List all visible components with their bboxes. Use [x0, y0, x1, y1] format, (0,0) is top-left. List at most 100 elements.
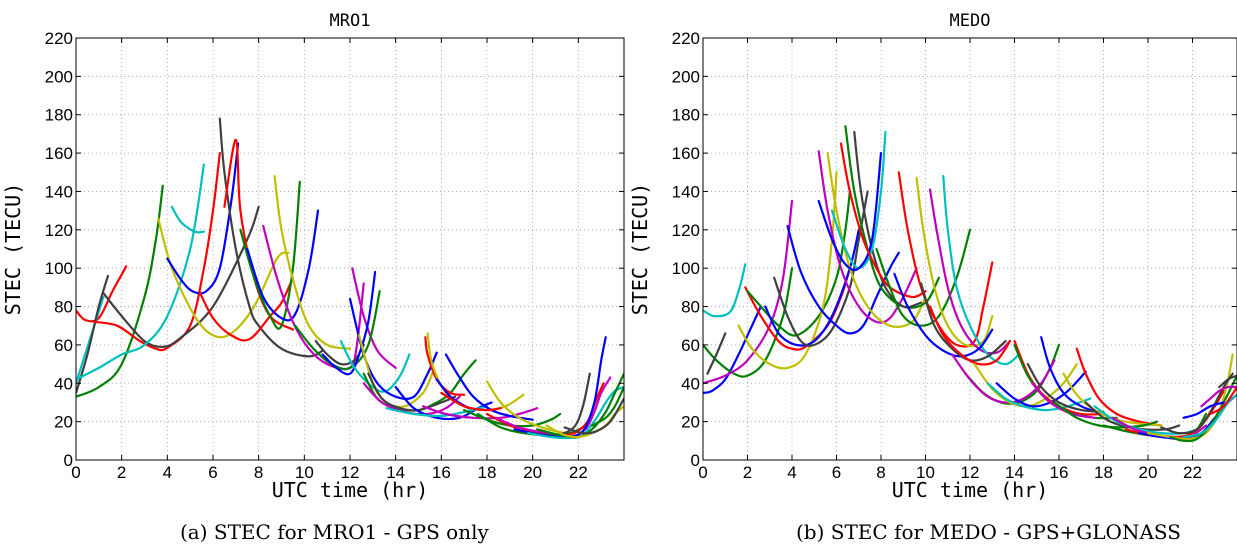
series-line-22 [942, 175, 1021, 366]
y-tick-label: 220 [45, 29, 73, 48]
series-line-32 [444, 353, 534, 421]
series-line-17 [839, 142, 927, 299]
y-axis-label: STEC (TECU) [628, 183, 652, 315]
y-tick-label: 140 [672, 182, 700, 201]
x-tick-label: 16 [432, 463, 451, 482]
x-tick-label: 22 [569, 463, 588, 482]
series-line-11 [198, 276, 294, 342]
y-tick-label: 40 [681, 374, 700, 393]
grid [703, 38, 1237, 460]
x-tick-label: 0 [71, 463, 80, 482]
y-tick-label: 60 [681, 336, 700, 355]
series-line-14 [246, 209, 320, 322]
y-tick-label: 220 [672, 29, 700, 48]
y-axis-label: STEC (TECU) [1, 183, 25, 315]
series-line-31 [422, 405, 539, 420]
y-tick-label: 120 [45, 221, 73, 240]
series-line-27 [951, 353, 1056, 404]
series-line-20 [915, 176, 994, 348]
series-line-25 [367, 372, 457, 412]
y-tick-label: 180 [45, 106, 73, 125]
caption-b: (b) STEC for MEDO - GPS+GLONASS [796, 520, 1181, 544]
x-tick-label: 14 [1005, 463, 1024, 482]
series-line-46 [590, 386, 624, 427]
x-tick-label: 2 [743, 463, 752, 482]
plot-area [76, 38, 624, 460]
y-tick-label: 40 [54, 374, 73, 393]
series-line-9 [166, 142, 240, 295]
x-tick-label: 6 [832, 463, 841, 482]
x-tick-label: 20 [523, 463, 542, 482]
series-line-18 [294, 290, 381, 371]
x-tick-label: 4 [163, 463, 172, 482]
series-line-9 [773, 190, 869, 347]
series-line-35 [1031, 382, 1096, 419]
series-line-49 [1200, 385, 1237, 408]
series-group [76, 117, 624, 440]
series-line-4 [93, 152, 221, 352]
series-line-7 [157, 217, 290, 339]
y-tick-label: 200 [672, 67, 700, 86]
series-line-30 [385, 405, 489, 418]
series-line-0 [703, 263, 747, 318]
y-tick-label: 0 [64, 451, 73, 470]
chart-a: 0 2 4 6 8 10 12 14 16 18 20 22020406080100120140160… [1, 11, 625, 502]
y-tick-label: 100 [672, 259, 700, 278]
series-line-29 [995, 370, 1087, 408]
x-tick-label: 12 [341, 463, 360, 482]
chart-b: 0 2 4 6 8 10 12 14 16 18 20 22020406080100120140160… [628, 11, 1237, 502]
series-line-19 [897, 171, 994, 348]
series-line-51 [1182, 401, 1225, 419]
series-line-6 [746, 190, 851, 337]
x-tick-label: 0 [698, 463, 707, 482]
x-tick-label: 18 [478, 463, 497, 482]
x-tick-label: 2 [117, 463, 126, 482]
series-line-1 [76, 295, 105, 385]
series-line-21 [339, 340, 411, 393]
x-axis-label: UTC time (hr) [892, 478, 1049, 502]
series-line-25 [928, 305, 1012, 366]
y-tick-label: 60 [54, 336, 73, 355]
series-line-16 [817, 152, 883, 272]
series-line-50 [1209, 386, 1237, 416]
series-line-43 [536, 372, 624, 439]
x-axis-label: UTC time (hr) [272, 478, 429, 502]
y-tick-label: 80 [681, 298, 700, 317]
series-line-4 [706, 332, 727, 375]
y-tick-label: 200 [45, 67, 73, 86]
series-line-23 [893, 272, 994, 358]
series-line-18 [875, 228, 972, 327]
x-tick-label: 8 [876, 463, 885, 482]
series-line-37 [1062, 372, 1163, 427]
x-tick-label: 6 [208, 463, 217, 482]
series-line-1 [703, 305, 762, 394]
series-line-12 [826, 152, 927, 329]
grid [76, 38, 624, 460]
y-tick-label: 160 [45, 144, 73, 163]
series-line-16 [262, 224, 365, 371]
series-line-42 [527, 386, 624, 440]
x-tick-label: 22 [1183, 463, 1202, 482]
plot-area [703, 38, 1237, 460]
series-line-13 [239, 180, 301, 330]
x-tick-label: 14 [386, 463, 405, 482]
x-tick-label: 16 [1050, 463, 1069, 482]
series-line-45 [563, 397, 624, 435]
caption-a: (a) STEC for MRO1 - GPS only [180, 520, 489, 544]
y-tick-label: 160 [672, 144, 700, 163]
series-line-30 [986, 382, 1092, 412]
series-line-34 [440, 391, 502, 412]
series-line-36 [1075, 347, 1163, 427]
y-tick-label: 100 [45, 259, 73, 278]
series-line-24 [920, 282, 1007, 362]
series-line-15 [830, 130, 887, 270]
x-tick-label: 4 [787, 463, 796, 482]
series-line-10 [218, 117, 324, 358]
series-line-48 [1182, 393, 1237, 439]
series-line-47 [1169, 374, 1237, 443]
x-tick-label: 8 [254, 463, 263, 482]
series-line-0 [76, 265, 128, 323]
y-tick-label: 140 [45, 182, 73, 201]
x-tick-label: 18 [1094, 463, 1113, 482]
chart-title: MEDO [950, 11, 991, 31]
